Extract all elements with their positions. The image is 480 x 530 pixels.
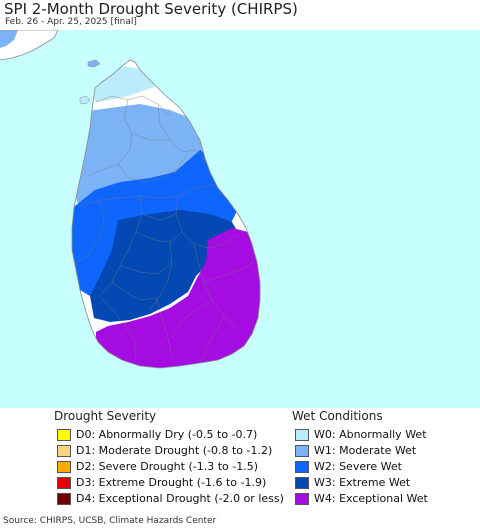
legend-label: D4: Exceptional Drought (-2.0 or less) (76, 492, 284, 505)
legend-swatch (295, 461, 309, 473)
legend-swatch (295, 493, 309, 505)
legend-swatch (57, 493, 71, 505)
legend-label: D3: Extreme Drought (-1.6 to -1.9) (76, 476, 267, 489)
legend-swatch (295, 477, 309, 489)
legend-label: D0: Abnormally Dry (-0.5 to -0.7) (76, 428, 258, 441)
island-coastline (71, 59, 261, 369)
legend-label: W4: Exceptional Wet (314, 492, 428, 505)
drought-map (0, 30, 480, 408)
zone-exceptional-wet (96, 228, 260, 368)
source-credit: Source: CHIRPS, UCSB, Climate Hazards Ce… (3, 516, 217, 526)
district-boundaries (75, 95, 255, 365)
legend-label: W0: Abnormally Wet (314, 428, 427, 441)
header: SPI 2-Month Drought Severity (CHIRPS) Fe… (0, 0, 480, 30)
legend: Drought Severity Wet Conditions D0: Abno… (0, 408, 480, 512)
map-title: SPI 2-Month Drought Severity (CHIRPS) (4, 0, 298, 18)
map-subtitle: Feb. 26 - Apr. 25, 2025 [final] (5, 17, 137, 27)
legend-label: W2: Severe Wet (314, 460, 402, 473)
mannar-island (79, 95, 91, 105)
drought-legend-title: Drought Severity (54, 409, 157, 423)
legend-label: W1: Moderate Wet (314, 444, 417, 457)
legend-swatch (57, 429, 71, 441)
legend-label: D2: Severe Drought (-1.3 to -1.5) (76, 460, 259, 473)
wet-legend-title: Wet Conditions (292, 409, 383, 423)
mainland-india (0, 30, 59, 61)
legend-swatch (295, 429, 309, 441)
legend-label: D1: Moderate Drought (-0.8 to -1.2) (76, 444, 273, 457)
legend-swatch (295, 445, 309, 457)
legend-label: W3: Extreme Wet (314, 476, 411, 489)
legend-swatch (57, 445, 71, 457)
jaffna-islands (87, 59, 101, 68)
legend-swatch (57, 461, 71, 473)
zone-extreme-wet (90, 210, 240, 322)
legend-swatch (57, 477, 71, 489)
